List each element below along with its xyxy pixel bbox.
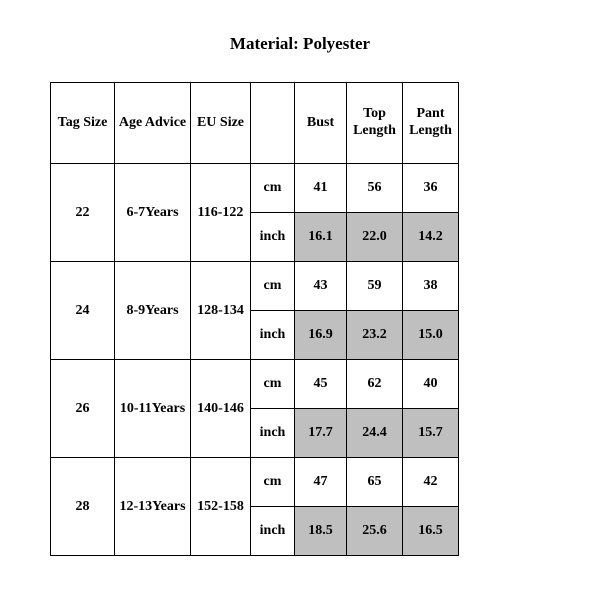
cell-eu-size: 128-134 [191,262,251,360]
cell-unit-cm: cm [251,458,295,507]
table-header-row: Tag Size Age Advice EU Size Bust Top Len… [51,83,459,164]
cell-eu-size: 140-146 [191,360,251,458]
col-top-length: Top Length [347,83,403,164]
cell-unit-cm: cm [251,262,295,311]
cell-top-inch: 22.0 [347,213,403,262]
cell-pant-cm: 36 [403,164,459,213]
cell-bust-cm: 47 [295,458,347,507]
cell-unit-inch: inch [251,311,295,360]
cell-pant-cm: 42 [403,458,459,507]
col-eu-size: EU Size [191,83,251,164]
cell-bust-inch: 17.7 [295,409,347,458]
table-header: Tag Size Age Advice EU Size Bust Top Len… [51,83,459,164]
table-row: 26 10-11Years 140-146 cm 45 62 40 [51,360,459,409]
cell-top-cm: 62 [347,360,403,409]
cell-pant-inch: 15.7 [403,409,459,458]
cell-tag-size: 28 [51,458,115,556]
page: Material: Polyester Tag Size Age Advice … [0,0,600,600]
cell-unit-inch: inch [251,409,295,458]
cell-bust-inch: 16.9 [295,311,347,360]
cell-unit-inch: inch [251,507,295,556]
cell-tag-size: 26 [51,360,115,458]
cell-pant-inch: 16.5 [403,507,459,556]
cell-bust-cm: 41 [295,164,347,213]
cell-top-cm: 59 [347,262,403,311]
cell-age-advice: 10-11Years [115,360,191,458]
table-row: 24 8-9Years 128-134 cm 43 59 38 [51,262,459,311]
table-body: 22 6-7Years 116-122 cm 41 56 36 inch 16.… [51,164,459,556]
cell-pant-cm: 40 [403,360,459,409]
cell-top-inch: 24.4 [347,409,403,458]
cell-age-advice: 12-13Years [115,458,191,556]
col-bust: Bust [295,83,347,164]
table-row: 28 12-13Years 152-158 cm 47 65 42 [51,458,459,507]
cell-pant-inch: 15.0 [403,311,459,360]
col-pant-length: Pant Length [403,83,459,164]
cell-tag-size: 22 [51,164,115,262]
cell-age-advice: 6-7Years [115,164,191,262]
cell-top-inch: 25.6 [347,507,403,556]
cell-bust-inch: 16.1 [295,213,347,262]
cell-unit-inch: inch [251,213,295,262]
cell-top-cm: 56 [347,164,403,213]
cell-unit-cm: cm [251,164,295,213]
cell-tag-size: 24 [51,262,115,360]
cell-pant-cm: 38 [403,262,459,311]
cell-bust-cm: 43 [295,262,347,311]
cell-eu-size: 116-122 [191,164,251,262]
cell-unit-cm: cm [251,360,295,409]
cell-bust-cm: 45 [295,360,347,409]
cell-top-cm: 65 [347,458,403,507]
cell-eu-size: 152-158 [191,458,251,556]
cell-pant-inch: 14.2 [403,213,459,262]
cell-top-inch: 23.2 [347,311,403,360]
table-row: 22 6-7Years 116-122 cm 41 56 36 [51,164,459,213]
cell-bust-inch: 18.5 [295,507,347,556]
col-tag-size: Tag Size [51,83,115,164]
col-age-advice: Age Advice [115,83,191,164]
page-title: Material: Polyester [0,34,600,54]
col-unit [251,83,295,164]
cell-age-advice: 8-9Years [115,262,191,360]
size-table: Tag Size Age Advice EU Size Bust Top Len… [50,82,459,556]
